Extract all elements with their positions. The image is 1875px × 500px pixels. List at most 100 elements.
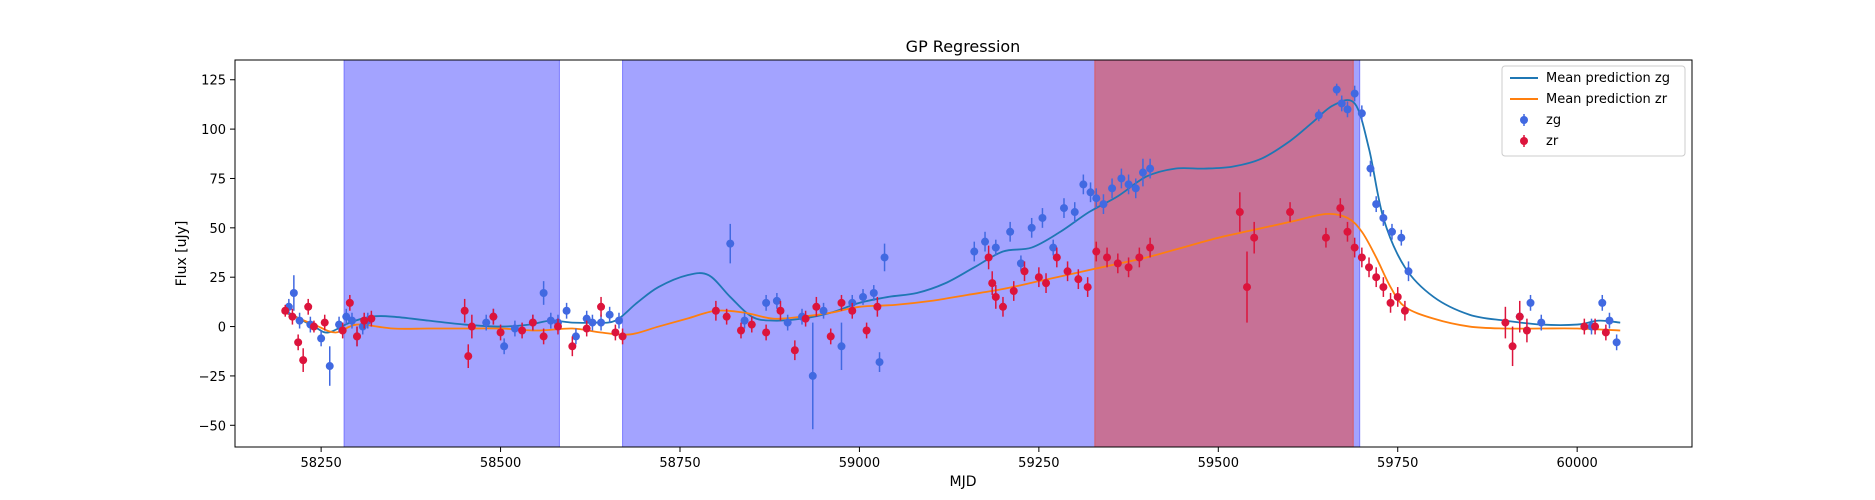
point-zg-34 <box>808 371 817 380</box>
chart-title: GP Regression <box>906 37 1021 56</box>
point-zr-12 <box>367 314 376 323</box>
point-zr-75 <box>1508 342 1517 351</box>
point-zg-69 <box>1372 200 1381 209</box>
point-zr-25 <box>611 328 620 337</box>
y-tick-label: 50 <box>209 222 226 237</box>
point-zg-72 <box>1397 233 1406 242</box>
x-tick-label: 58750 <box>659 456 700 471</box>
point-zr-23 <box>582 324 591 333</box>
point-zr-34 <box>801 314 810 323</box>
point-zr-56 <box>1124 263 1133 272</box>
legend: Mean prediction zg Mean prediction zr zg… <box>1501 65 1686 157</box>
x-tick-label: 58250 <box>300 456 341 471</box>
point-zg-71 <box>1387 227 1396 236</box>
x-axis-ticks: 58250 58500 58750 59000 59250 59500 59750 60000 <box>300 447 1598 471</box>
point-zg-45 <box>1006 227 1015 236</box>
point-zr-28 <box>722 312 731 321</box>
point-zr-45 <box>1009 287 1018 296</box>
point-zg-22 <box>571 332 580 341</box>
point-zr-14 <box>464 352 473 361</box>
point-zr-62 <box>1286 208 1295 217</box>
y-tick-label: 75 <box>209 172 226 187</box>
point-zr-71 <box>1386 298 1395 307</box>
point-zr-40 <box>873 302 882 311</box>
point-zg-5 <box>317 334 326 343</box>
point-zr-32 <box>776 306 785 315</box>
point-zr-7 <box>320 318 329 327</box>
x-axis-label: MJD <box>950 474 977 490</box>
y-tick-label: 25 <box>209 271 226 286</box>
point-zr-24 <box>597 302 606 311</box>
x-tick-label: 59000 <box>839 456 880 471</box>
point-zr-60 <box>1243 283 1252 292</box>
point-zg-19 <box>546 316 555 325</box>
point-zr-55 <box>1113 259 1122 268</box>
point-zr-66 <box>1350 243 1359 252</box>
point-zr-77 <box>1522 326 1531 335</box>
point-zr-41 <box>984 253 993 262</box>
point-zg-61 <box>1146 164 1155 173</box>
point-zr-65 <box>1343 227 1352 236</box>
point-zg-36 <box>837 342 846 351</box>
point-zr-72 <box>1393 292 1402 301</box>
point-zr-78 <box>1580 322 1589 331</box>
point-zg-60 <box>1138 168 1147 177</box>
point-zg-48 <box>1038 213 1047 222</box>
point-zr-69 <box>1372 273 1381 282</box>
point-zg-42 <box>970 247 979 256</box>
shaded-region-1 <box>343 60 560 447</box>
point-zg-59 <box>1131 184 1140 193</box>
point-zr-17 <box>496 328 505 337</box>
legend-swatch-zr-marker <box>1520 137 1528 145</box>
point-zr-68 <box>1365 263 1374 272</box>
point-zg-80 <box>1612 338 1621 347</box>
point-zr-38 <box>848 306 857 315</box>
point-zr-63 <box>1321 233 1330 242</box>
point-zg-31 <box>772 296 781 305</box>
y-axis-ticks: −50 −25 0 25 50 75 100 125 <box>199 74 235 434</box>
point-zr-29 <box>737 326 746 335</box>
axes-frame <box>234 59 1693 448</box>
point-zg-70 <box>1379 213 1388 222</box>
point-zg-21 <box>562 306 571 315</box>
point-zr-73 <box>1400 306 1409 315</box>
point-zr-26 <box>618 332 627 341</box>
point-zg-52 <box>1079 180 1088 189</box>
point-zg-43 <box>981 237 990 246</box>
point-zr-67 <box>1357 253 1366 262</box>
x-tick-label: 59750 <box>1377 456 1418 471</box>
point-zr-48 <box>1042 279 1051 288</box>
point-zg-75 <box>1526 298 1535 307</box>
point-zr-6 <box>309 322 318 331</box>
point-zg-28 <box>726 239 735 248</box>
point-zg-13 <box>482 318 491 327</box>
data-points <box>281 83 1621 430</box>
point-zr-64 <box>1336 204 1345 213</box>
x-tick-label: 58500 <box>480 456 521 471</box>
point-zr-80 <box>1601 328 1610 337</box>
point-zr-59 <box>1235 208 1244 217</box>
point-zg-24 <box>588 318 597 327</box>
legend-swatch-zg-marker <box>1520 116 1528 124</box>
point-zr-18 <box>518 326 527 335</box>
point-zg-65 <box>1343 105 1352 114</box>
y-tick-label: −50 <box>199 419 226 434</box>
point-zg-23 <box>582 314 591 323</box>
point-zg-35 <box>819 306 828 315</box>
shaded-region-3 <box>1094 60 1354 447</box>
point-zg-39 <box>869 288 878 297</box>
y-tick-label: 0 <box>218 321 226 336</box>
point-zr-54 <box>1103 253 1112 262</box>
point-zg-63 <box>1332 85 1341 94</box>
point-zg-3 <box>295 316 304 325</box>
point-zr-53 <box>1092 247 1101 256</box>
point-zr-9 <box>345 298 354 307</box>
point-zg-79 <box>1605 316 1614 325</box>
point-zg-78 <box>1598 298 1607 307</box>
point-zg-26 <box>605 310 614 319</box>
point-zr-10 <box>353 332 362 341</box>
point-zr-8 <box>338 326 347 335</box>
point-zg-76 <box>1537 318 1546 327</box>
point-zr-49 <box>1052 253 1061 262</box>
